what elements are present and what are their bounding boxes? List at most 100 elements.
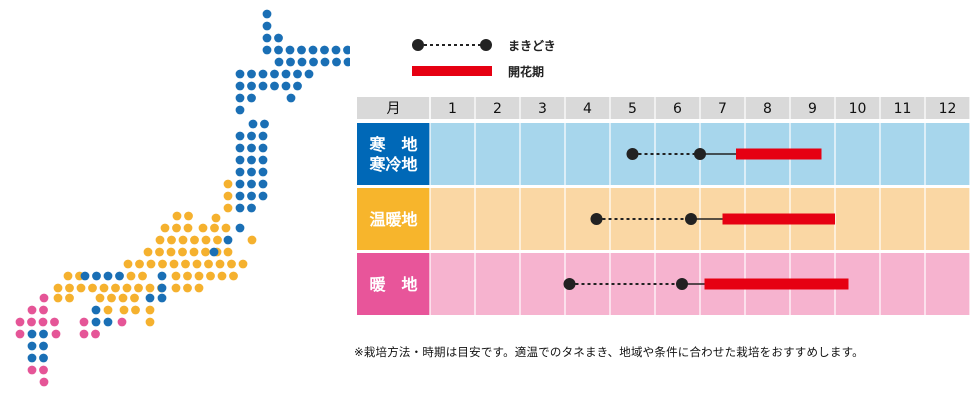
- month-tick-label: 9: [808, 101, 817, 117]
- map-dot: [155, 247, 164, 257]
- map-dot: [258, 167, 268, 177]
- map-dot: [270, 69, 279, 79]
- legend: まきどき 開花期: [410, 36, 610, 80]
- map-dot: [39, 377, 49, 387]
- map-dot: [343, 57, 350, 67]
- map-dot: [183, 283, 192, 293]
- map-dot: [166, 247, 176, 257]
- map-dot: [189, 247, 199, 257]
- map-dot: [53, 293, 63, 303]
- map-dot: [80, 271, 90, 281]
- map-dot: [206, 271, 215, 281]
- map-dot: [223, 235, 233, 245]
- map-dot: [274, 45, 283, 55]
- map-dot: [204, 259, 213, 269]
- map-dot: [235, 81, 245, 91]
- map-dot: [118, 293, 128, 303]
- map-dot: [262, 33, 272, 43]
- map-dot: [247, 191, 256, 201]
- map-dot: [145, 317, 155, 327]
- map-dot: [247, 167, 256, 177]
- map-dot: [27, 317, 36, 327]
- map-dot: [27, 305, 37, 315]
- map-dot: [308, 45, 318, 55]
- map-dot: [262, 21, 272, 31]
- map-dot: [39, 329, 48, 339]
- map-dot: [134, 283, 143, 293]
- map-dot: [99, 283, 109, 293]
- map-dot: [171, 271, 181, 281]
- map-dot: [270, 81, 279, 91]
- map-dot: [27, 365, 37, 375]
- map-dot: [235, 143, 245, 153]
- map-dot: [145, 283, 155, 293]
- map-dot: [343, 45, 350, 55]
- map-dot: [143, 247, 153, 257]
- map-dot: [119, 305, 129, 315]
- map-dot: [181, 259, 190, 269]
- map-dot: [247, 143, 256, 153]
- month-tick-label: 3: [538, 101, 547, 117]
- map-dot: [115, 271, 124, 281]
- map-dot: [103, 305, 113, 315]
- map-dot: [122, 283, 132, 293]
- map-dot: [320, 45, 329, 55]
- month-tick-label: 8: [763, 101, 772, 117]
- map-dot: [79, 317, 89, 327]
- month-tick-label: 1: [448, 101, 457, 117]
- map-dot: [209, 247, 219, 257]
- map-dot: [107, 293, 116, 303]
- map-dot: [213, 235, 222, 245]
- map-dot: [262, 45, 272, 55]
- row-region-label: 暖 地: [369, 275, 417, 294]
- map-dot: [210, 223, 219, 233]
- legend-sowing-label: まきどき: [508, 38, 556, 53]
- map-dot: [50, 317, 59, 327]
- flowering-period-bar: [736, 148, 822, 160]
- map-dot: [281, 81, 291, 91]
- map-dot: [171, 283, 181, 293]
- map-dot: [39, 341, 48, 351]
- footnote: ※栽培方法・時期は目安です。適温でのタネまき、地域や条件に合わせた栽培をおすすめ…: [354, 345, 864, 359]
- japan-region-map: [15, 9, 350, 387]
- map-dot: [223, 191, 233, 201]
- map-dot: [65, 293, 74, 303]
- map-dot: [235, 69, 245, 79]
- sowing-start-point: [590, 213, 603, 225]
- map-dot: [117, 317, 127, 327]
- map-dot: [248, 119, 258, 129]
- map-dot: [190, 235, 199, 245]
- map-dot: [178, 247, 187, 257]
- map-dot: [130, 293, 139, 303]
- map-dot: [229, 271, 238, 281]
- map-dot: [157, 271, 167, 281]
- map-dot: [158, 259, 167, 269]
- map-dot: [92, 271, 101, 281]
- map-dot: [27, 329, 37, 339]
- map-dot: [258, 179, 268, 189]
- row-region-label: 寒冷地: [368, 155, 417, 174]
- map-dot: [274, 57, 284, 67]
- map-dot: [235, 167, 245, 177]
- map-dot: [145, 293, 155, 303]
- map-dot: [274, 33, 283, 43]
- map-dot: [247, 93, 256, 103]
- map-dot: [103, 271, 113, 281]
- header-month-label: 月: [387, 101, 401, 117]
- sowing-end-point: [694, 148, 706, 160]
- map-dot: [178, 235, 188, 245]
- map-dot: [155, 235, 165, 245]
- map-dot: [223, 247, 233, 257]
- map-dot: [27, 341, 37, 351]
- map-dot: [123, 259, 133, 269]
- map-dot: [260, 119, 269, 129]
- map-dot: [281, 69, 291, 79]
- map-dot: [111, 283, 120, 293]
- map-dot: [51, 329, 61, 339]
- map-dot: [91, 317, 101, 327]
- map-dot: [286, 57, 295, 67]
- map-dot: [172, 223, 181, 233]
- map-dot: [215, 259, 225, 269]
- map-dot: [297, 45, 306, 55]
- month-tick-label: 6: [673, 101, 682, 117]
